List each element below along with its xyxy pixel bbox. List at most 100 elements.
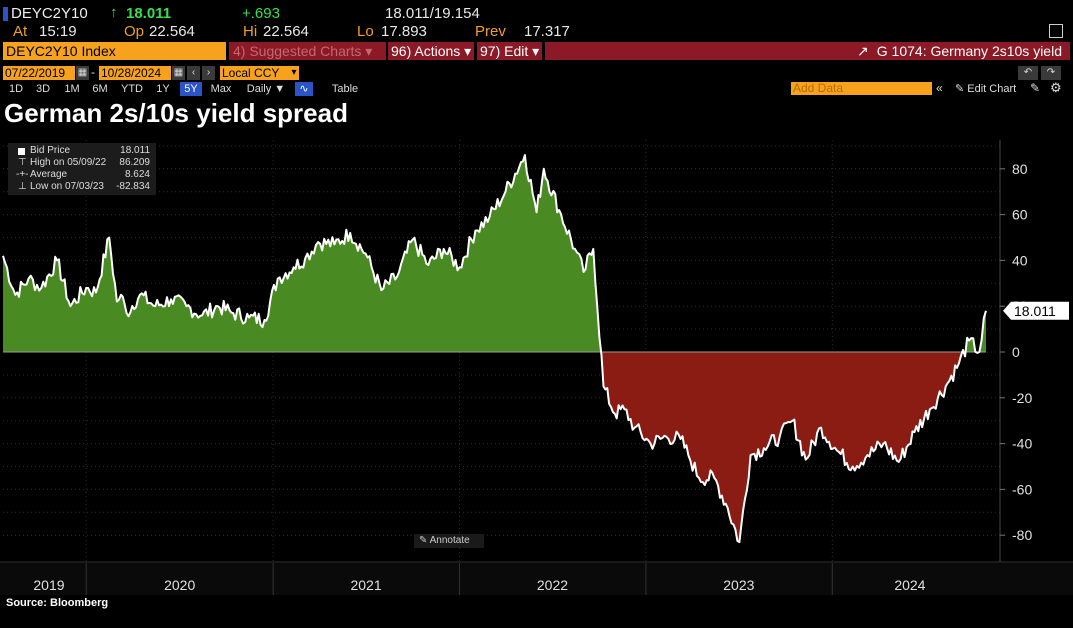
y-tick-label: -80 [1012,527,1032,543]
pop-out-icon[interactable] [1049,24,1063,38]
x-tick-label: 2022 [537,577,568,593]
frequency-select[interactable]: Daily ▼ [246,83,286,95]
period-1m[interactable]: 1M [64,83,80,95]
period-ytd[interactable]: YTD [121,83,143,95]
y-tick-label: 40 [1012,252,1028,268]
chevron-left-icon[interactable]: ‹ [187,66,200,80]
prev-value: 17.317 [524,23,570,40]
frequency-label: Daily [246,83,272,95]
open-value: 22.564 [149,23,195,40]
edit-chart-button[interactable]: ✎ Edit Chart [955,82,1016,95]
legend-low-label: Low on 07/03/23 [30,181,104,192]
low-marker-icon: ⊥ [18,181,27,192]
period-3d[interactable]: 3D [35,83,51,95]
edit-menu[interactable]: 97) Edit ▾ [477,42,542,60]
chevron-down-icon: ▾ [365,43,373,59]
x-tick-label: 2023 [723,577,754,593]
high-label: Hi [243,23,258,40]
actions-label: 96) Actions [391,43,461,59]
edit-label: 97) Edit [480,43,529,59]
start-date-field[interactable]: 07/22/2019 [3,66,75,80]
suggested-charts-menu[interactable]: 4) Suggested Charts ▾ [229,42,386,60]
positive-area [3,155,986,352]
annotate-label: Annotate [429,535,470,546]
y-tick-label: 80 [1012,161,1028,177]
y-tick-label: -40 [1012,436,1032,452]
period-5y[interactable]: 5Y [180,82,202,96]
end-date-field[interactable]: 10/28/2024 [99,66,171,80]
chevron-right-icon[interactable]: › [202,66,215,80]
at-label: At [13,23,28,40]
table-button[interactable]: Table [331,83,359,95]
currency-select[interactable]: Local CCY [220,66,289,80]
period-6m[interactable]: 6M [92,83,108,95]
period-max[interactable]: Max [210,83,232,95]
y-tick-label: -20 [1012,390,1032,406]
high-marker-icon: ⊤ [18,157,27,168]
last-value-tag [1003,301,1069,320]
x-axis-band [0,563,1073,595]
legend-bid-value: 18.011 [120,145,150,156]
low-label: Lo [357,23,374,40]
chevron-down-icon: ▾ [464,43,472,59]
chart-function-label: G 1074: Germany 2s10s yield [876,43,1062,59]
average-marker-icon: -+- [16,169,29,180]
collapse-icon[interactable]: « [936,81,943,95]
pencil-icon: ✎ [419,535,428,546]
annotate-button[interactable]: ✎ Annotate [414,534,484,548]
chart-function-title[interactable]: ↗ G 1074: Germany 2s10s yield [545,42,1070,60]
at-time: 15:19 [39,23,77,40]
chevron-down-icon[interactable]: ▾ [289,66,299,80]
undo-icon[interactable]: ↶ [1018,66,1038,80]
security-marker [3,7,8,21]
source-note: Source: Bloomberg [6,597,109,609]
period-1y[interactable]: 1Y [156,83,170,95]
legend-high-label: High on 05/09/22 [30,157,107,168]
redo-icon[interactable]: ↷ [1041,66,1061,80]
pencil-icon: ✎ [955,83,965,95]
calendar-icon[interactable]: ▦ [76,66,89,80]
add-data-input[interactable]: Add Data [791,82,932,95]
y-tick-label: 0 [1012,344,1020,360]
x-tick-label: 2020 [164,577,195,593]
legend-bid-label: Bid Price [30,145,71,156]
chart-legend: Bid Price 18.011 ⊤ High on 05/09/22 86.209 … [8,143,156,195]
spread-chart[interactable]: 806040200-20-40-60-802019202020212022202… [0,135,1073,595]
security-input[interactable]: DEYC2Y10 Index [3,42,226,60]
settings-gear-icon[interactable]: ⚙ [1050,80,1062,95]
chevron-down-icon: ▾ [532,43,540,59]
security-ticker[interactable]: DEYC2Y10 [11,5,88,22]
calendar-icon[interactable]: ▦ [172,66,185,80]
last-value-label: 18.011 [1014,303,1056,319]
currency-label: Local CCY [222,66,280,80]
last-price: 18.011 [126,5,172,22]
line-chart-icon[interactable]: ∿ [295,82,313,96]
date-separator: - [91,65,95,79]
x-tick-label: 2024 [894,577,925,593]
bid-swatch-icon [18,148,25,155]
open-label: Op [124,23,145,40]
series-line [2,154,987,544]
high-value: 22.564 [263,23,309,40]
chart-edit-icon[interactable]: ✎ [1030,81,1041,95]
chart-title: German 2s/10s yield spread [4,98,348,128]
actions-menu[interactable]: 96) Actions ▾ [388,42,474,60]
bid-ask-range: 18.011/19.154 [385,5,480,22]
legend-low-value: -82.834 [116,181,150,192]
edit-chart-label: Edit Chart [967,83,1017,95]
prev-label: Prev [475,23,506,40]
low-value: 17.893 [381,23,427,40]
x-tick-label: 2021 [350,577,381,593]
y-tick-label: 60 [1012,207,1028,223]
x-tick-label: 2019 [33,577,64,593]
y-tick-label: -60 [1012,481,1032,497]
period-1d[interactable]: 1D [8,83,24,95]
suggested-charts-label: 4) Suggested Charts [233,43,362,59]
external-link-icon: ↗ [857,43,869,59]
negative-area [3,352,986,543]
net-change: +.693 [242,5,280,22]
period-selector: 1D 3D 1M 6M YTD 1Y 5Y Max Daily ▼ ∿ Tabl… [0,82,380,96]
legend-high-value: 86.209 [119,157,150,168]
legend-average-label: Average [30,169,68,180]
up-arrow-icon: ↑ [110,4,118,21]
